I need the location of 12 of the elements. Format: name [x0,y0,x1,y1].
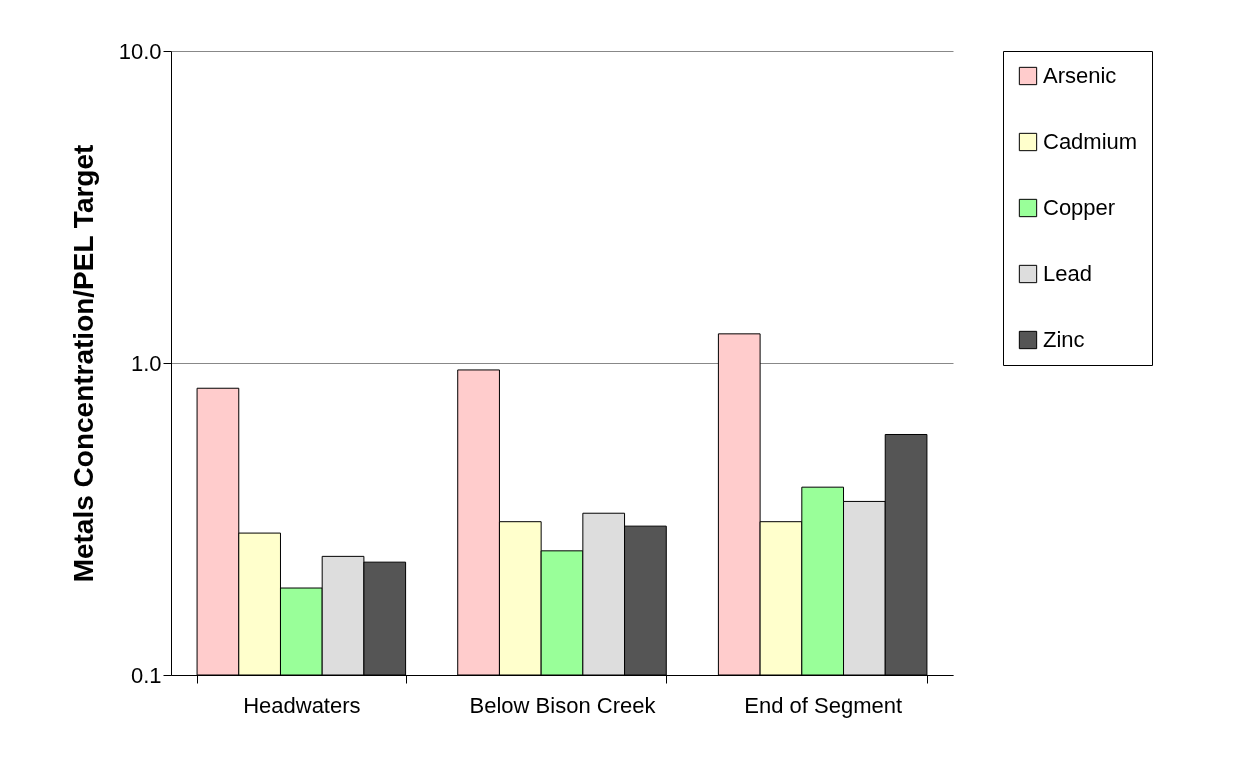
legend-label: Copper [1043,195,1116,220]
legend-label: Lead [1043,261,1092,286]
x-tick-label: Headwaters [243,692,361,718]
y-tick-label: 1.0 [130,350,162,376]
x-tick-label: End of Segment [744,692,903,718]
legend-label: Cadmium [1043,129,1138,154]
y-tick-label: 10.0 [118,38,162,64]
x-tick-label: Below Bison Creek [469,692,657,718]
legend-label: Zinc [1043,327,1085,352]
y-tick-label: 0.1 [130,662,162,688]
legend-label: Arsenic [1043,63,1117,88]
y-axis-title: Metals Concentration/PEL Target [67,144,99,583]
